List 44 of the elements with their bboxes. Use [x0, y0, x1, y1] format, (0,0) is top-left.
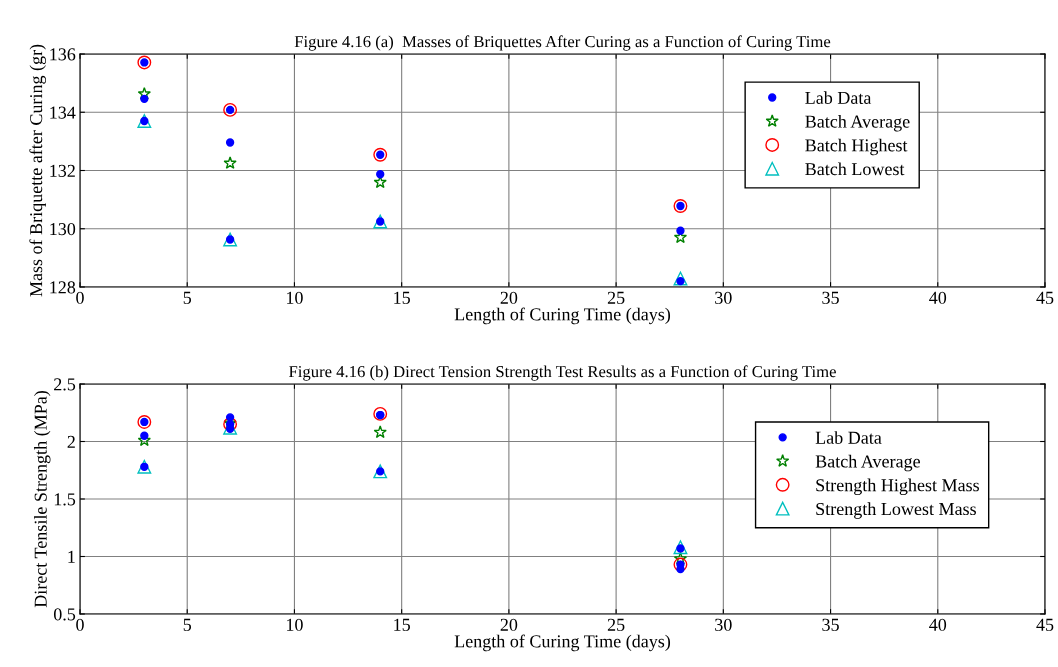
x-tick-label: 20	[500, 618, 518, 631]
x-axis-title: Length of Curing Time (days)	[454, 634, 671, 652]
y-tick-label: 134	[50, 106, 76, 119]
x-tick-label: 10	[287, 291, 303, 304]
x-tick-label: 20	[500, 291, 518, 304]
y-tick-label: 0.5	[53, 608, 76, 621]
y-tick-label: 136	[50, 48, 76, 61]
y-tick-label: 1.5	[54, 493, 76, 506]
y-tick-label: 2.5	[54, 378, 76, 391]
legend-label: Strength Highest Mass	[816, 478, 979, 496]
x-tick-label: 10	[287, 618, 303, 631]
y-tick-label: 128	[50, 281, 76, 294]
x-tick-label: 45	[1036, 618, 1054, 631]
x-tick-label: 25	[607, 291, 625, 304]
y-axis-title: Direct Tensile Strength (MPa)	[34, 391, 51, 608]
x-tick-label: 35	[822, 618, 839, 631]
x-tick-label: 5	[183, 618, 192, 631]
legend-label: Batch Lowest	[805, 162, 905, 176]
x-tick-label: 25	[607, 618, 625, 631]
x-tick-label: 30	[715, 291, 732, 304]
y-tick-label: 130	[50, 223, 76, 236]
y-tick-label: 132	[50, 164, 75, 177]
legend-label: Strength Lowest Mass	[816, 502, 976, 519]
x-tick-label: 5	[183, 291, 192, 304]
x-tick-label: 30	[715, 618, 732, 631]
x-tick-label: 35	[822, 291, 839, 304]
x-tick-label: 40	[929, 618, 947, 631]
y-axis-title: Mass of Briquette after Curing (gr)	[29, 44, 46, 297]
legend-label: Batch Highest	[805, 138, 908, 156]
chart-title: Figure 4.16 (a) Masses of Briquettes After Curing as a Function of Curing Time	[294, 35, 831, 51]
x-tick-label: 15	[394, 291, 410, 304]
legend-label: Batch Average	[805, 114, 910, 132]
x-axis-title: Length of Curing Time (days)	[454, 307, 671, 325]
x-tick-label: 0	[76, 291, 84, 304]
x-tick-label: 0	[76, 618, 84, 631]
y-tick-label: 2	[67, 435, 75, 448]
x-tick-label: 45	[1036, 291, 1054, 304]
x-tick-label: 15	[394, 618, 410, 631]
legend-label: Lab Data	[815, 431, 882, 444]
x-tick-label: 40	[929, 291, 947, 304]
legend-label: Batch Average	[815, 454, 920, 472]
chart-title: Figure 4.16 (b) Direct Tension Strength Test Results as a Function of Curing Time	[288, 365, 836, 381]
legend-label: Lab Data	[805, 91, 872, 104]
y-tick-label: 1	[68, 550, 75, 563]
